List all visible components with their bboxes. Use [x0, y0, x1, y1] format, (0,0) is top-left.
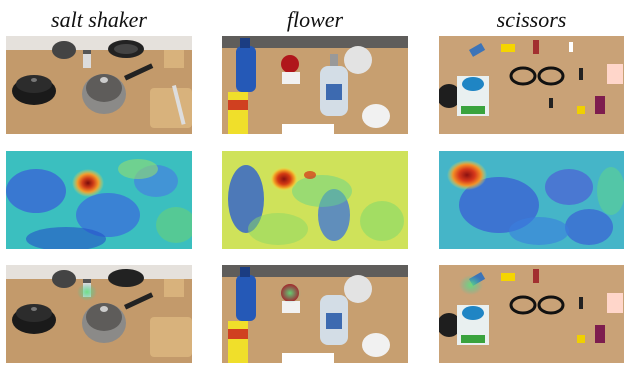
column-title-scissors: scissors	[496, 7, 567, 32]
result-scissors	[439, 265, 624, 363]
heatmap-salt-shaker	[6, 151, 192, 249]
column-title-flower: flower	[286, 7, 344, 32]
photo-salt-shaker	[6, 36, 192, 134]
result-salt-shaker	[6, 265, 192, 363]
heatmap-scissors	[439, 151, 624, 249]
heatmap-flower	[222, 151, 408, 249]
result-flower	[222, 265, 408, 363]
photo-scissors	[439, 36, 624, 134]
column-title-salt-shaker: salt shaker	[51, 7, 147, 32]
photo-flower	[222, 36, 408, 134]
